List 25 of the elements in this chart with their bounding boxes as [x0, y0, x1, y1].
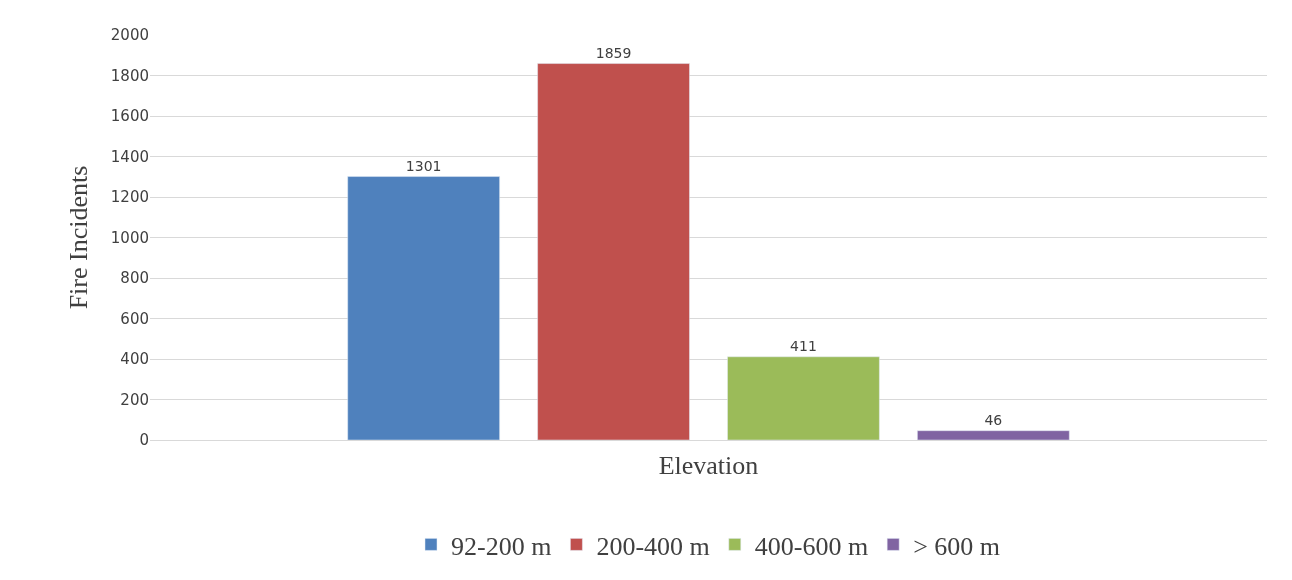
- y-tick-label: 200: [120, 390, 149, 409]
- y-tick-label: 0: [139, 431, 149, 450]
- y-tick-label: 1000: [110, 228, 149, 247]
- y-tick-label: 1400: [110, 147, 149, 166]
- bar: [537, 63, 690, 440]
- y-tick-label: 2000: [110, 26, 149, 45]
- legend-label: 92-200 m: [451, 531, 552, 561]
- data-label: 46: [984, 411, 1003, 428]
- bar: [347, 176, 500, 440]
- y-tick-label: 1600: [110, 107, 149, 126]
- legend-label: 400-600 m: [754, 531, 869, 561]
- y-tick-label: 1800: [110, 66, 149, 85]
- y-tick-label: 600: [120, 309, 149, 328]
- y-tick-label: 800: [120, 269, 149, 288]
- data-label: 411: [790, 337, 817, 354]
- data-label: 1859: [595, 44, 632, 61]
- legend-label: > 600 m: [913, 531, 1001, 561]
- y-tick-label: 400: [120, 350, 149, 369]
- bar: [727, 356, 880, 440]
- legend-label: 200-400 m: [596, 531, 710, 561]
- bar: [917, 430, 1070, 440]
- y-axis-title: Fire Incidents: [64, 165, 94, 310]
- x-axis-title: Elevation: [658, 450, 759, 480]
- data-label: 1301: [405, 157, 442, 174]
- y-tick-label: 1200: [110, 188, 149, 207]
